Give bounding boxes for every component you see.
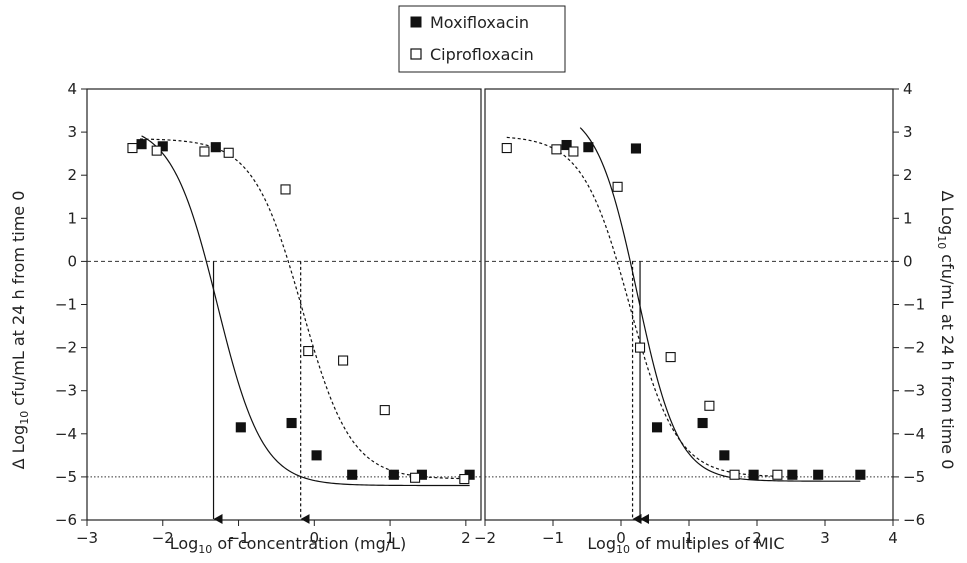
right-y-tick-label: 4 [903, 80, 913, 98]
right-x-tick-label: 4 [888, 529, 898, 547]
left-y-tick-label: −3 [55, 382, 77, 400]
right-y-tick-label: −6 [903, 511, 925, 529]
left-point-moxifloxacin [286, 417, 297, 429]
right-fit-curve-moxifloxacin [579, 127, 861, 482]
left-point-ciprofloxacin [379, 405, 390, 416]
left-x-tick-label: 2 [461, 529, 471, 547]
right-x-tick-label: 2 [752, 529, 762, 547]
right-y-tick-label: −1 [903, 296, 925, 314]
left-y-tick-label: −4 [55, 425, 77, 443]
right-y-tick-label: −3 [903, 382, 925, 400]
left-point-moxifloxacin [388, 469, 399, 480]
right-point-ciprofloxacin [729, 469, 740, 480]
left-x-tick-label: 0 [310, 529, 320, 547]
right-point-ciprofloxacin [772, 469, 783, 480]
right-point-moxifloxacin [855, 469, 866, 480]
left-y-tick-label: 2 [67, 166, 77, 184]
legend-label-moxifloxacin: Moxifloxacin [430, 13, 529, 32]
right-panel: −6 −5 −4 −3 −2 −1 0 1 2 3 4 −2 −1 0 1 2 3 4 [474, 80, 925, 547]
right-y-axis-title: Δ Log10 cfu/mL at 24 h from time 0 [935, 191, 957, 470]
left-y-tick-label: 4 [67, 80, 77, 98]
left-point-moxifloxacin [311, 450, 322, 461]
right-fit-curve-ciprofloxacin [506, 136, 778, 477]
right-y-tick-label: 2 [903, 166, 913, 184]
right-point-ciprofloxacin [551, 144, 562, 155]
left-point-ciprofloxacin [199, 146, 210, 157]
right-point-ciprofloxacin [704, 400, 715, 411]
left-plot-frame [86, 88, 482, 521]
left-point-ciprofloxacin [127, 142, 138, 154]
right-y-tick-label: 3 [903, 123, 913, 141]
left-y-tick-label: −1 [55, 296, 77, 314]
left-x-tick-label: −2 [152, 529, 174, 547]
right-point-moxifloxacin [787, 469, 798, 480]
left-point-moxifloxacin [136, 139, 147, 150]
left-y-axis-title: Δ Log10 cfu/mL at 24 h from time 0 [9, 191, 31, 470]
legend-box [398, 5, 566, 73]
left-x-tick-label: 1 [385, 529, 395, 547]
right-point-ciprofloxacin [665, 352, 676, 363]
left-x-tick-label: −3 [76, 529, 98, 547]
right-point-ciprofloxacin [612, 181, 623, 192]
left-point-ciprofloxacin [410, 472, 421, 483]
left-y-tick-label: 1 [67, 209, 77, 227]
left-fit-curve-ciprofloxacin [140, 138, 465, 480]
left-point-ciprofloxacin [338, 355, 349, 366]
left-point-ciprofloxacin [459, 474, 470, 485]
right-x-tick-label: −2 [474, 529, 496, 547]
right-x-tick-label: −1 [542, 529, 564, 547]
right-point-moxifloxacin [651, 422, 663, 433]
right-x-tick-label: 1 [684, 529, 694, 547]
right-point-moxifloxacin [719, 450, 730, 461]
right-y-tick-label: 0 [903, 252, 913, 270]
legend-marker-moxifloxacin [410, 16, 422, 28]
left-x-axis-title: Log10 of concentration (mg/L) [170, 534, 407, 556]
right-point-moxifloxacin [583, 142, 594, 153]
legend: Moxifloxacin Ciprofloxacin [398, 5, 566, 73]
right-x-tick-label: 3 [820, 529, 830, 547]
right-point-ciprofloxacin [501, 142, 512, 154]
right-y-tick-label: −5 [903, 468, 925, 486]
right-point-ciprofloxacin [634, 342, 646, 353]
left-y-tick-label: −5 [55, 468, 77, 486]
right-x-axis-title: Log10 of multiples of MIC [587, 534, 784, 556]
left-y-tick-label: −6 [55, 511, 77, 529]
right-x-tick-label: 0 [616, 529, 626, 547]
right-y-tick-label: −4 [903, 425, 925, 443]
right-point-moxifloxacin [697, 417, 708, 429]
left-y-tick-label: −2 [55, 339, 77, 357]
left-panel: −6 −5 −4 −3 −2 −1 0 1 2 3 4 −3 −2 −1 0 1 2 [55, 80, 482, 547]
right-point-moxifloxacin [561, 139, 572, 151]
right-y-tick-label: −2 [903, 339, 925, 357]
right-point-ciprofloxacin [568, 146, 579, 157]
right-y-tick-label: 1 [903, 209, 913, 227]
left-point-ciprofloxacin [303, 345, 314, 357]
right-point-moxifloxacin [813, 469, 824, 480]
left-y-tick-label: 3 [67, 123, 77, 141]
right-plot-frame [484, 88, 894, 521]
left-fit-curve-moxifloxacin [141, 135, 470, 487]
left-y-tick-label: 0 [67, 252, 77, 270]
left-point-ciprofloxacin [151, 145, 162, 156]
left-point-moxifloxacin [347, 469, 358, 480]
left-point-ciprofloxacin [280, 184, 291, 195]
legend-label-ciprofloxacin: Ciprofloxacin [430, 45, 534, 64]
left-x-tick-label: −1 [227, 529, 249, 547]
legend-marker-ciprofloxacin [410, 48, 422, 60]
left-point-moxifloxacin [235, 422, 246, 433]
left-point-ciprofloxacin [223, 147, 234, 158]
right-point-moxifloxacin [630, 143, 642, 154]
